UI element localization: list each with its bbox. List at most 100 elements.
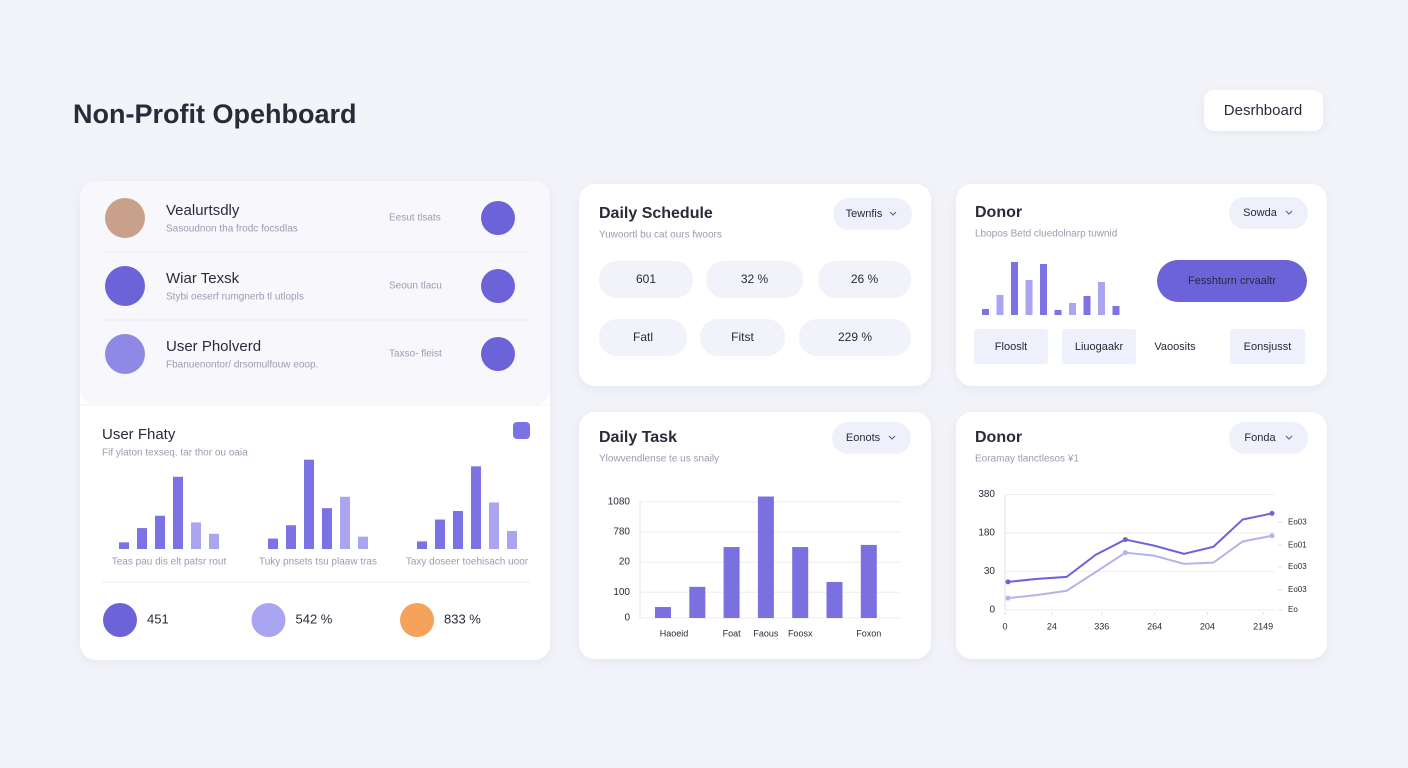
bar (155, 515, 165, 549)
dropdown[interactable] (1229, 422, 1308, 454)
primary-button[interactable] (1157, 260, 1307, 302)
x-tick-label: Faous (753, 628, 779, 638)
bar (689, 586, 706, 618)
item-action[interactable] (481, 269, 515, 303)
item-action[interactable] (481, 201, 515, 235)
bar (1054, 310, 1062, 315)
chip (799, 319, 911, 356)
x-tick-label: 204 (1200, 621, 1215, 631)
x-tick-label: Foosx (788, 628, 813, 638)
bar (655, 607, 671, 618)
line-series (1007, 512, 1273, 583)
chevron (1285, 435, 1293, 440)
tag[interactable] (1062, 329, 1136, 364)
chip-label: Fitst (731, 330, 754, 344)
avatar (105, 334, 145, 374)
chart-caption: Teas pau dis elt patsr rout (112, 557, 227, 568)
chart-caption: Taxy doseer toehisach uoor (406, 557, 529, 568)
card-subtitle: Yuwoortl bu cat ours fwoors (599, 230, 722, 241)
button-label: Fesshturn crvaaltr (1188, 275, 1276, 287)
dropdown[interactable] (833, 198, 912, 230)
bar (322, 508, 332, 549)
header-button-label: Desrhboard (1224, 102, 1302, 119)
stat-value: 833 % (444, 611, 481, 626)
y2-tick-label: Eo03 (1288, 585, 1307, 594)
task-card (579, 412, 931, 659)
point (1269, 533, 1275, 539)
avatar (105, 198, 145, 238)
point (1005, 595, 1011, 601)
bar (340, 496, 350, 549)
tag-label: Liuogaakr (1075, 341, 1124, 353)
card-subtitle: Lbopos Betd cluedolnarp tuwnid (975, 229, 1117, 240)
bar (173, 476, 183, 549)
chevron (889, 211, 897, 216)
item-action[interactable] (481, 337, 515, 371)
y-tick-label: 100 (613, 587, 630, 598)
dropdown[interactable] (1229, 197, 1308, 229)
bar (119, 542, 129, 549)
bar (191, 522, 201, 549)
y-tick-label: 1080 (608, 497, 631, 508)
chip (599, 261, 693, 298)
y-tick-label: 180 (978, 528, 995, 539)
header-button[interactable] (1204, 90, 1323, 131)
bar (304, 459, 314, 549)
dropdown-label: Tewnfis (846, 208, 883, 220)
tag-label: Flooslt (995, 341, 1027, 353)
bar (982, 309, 989, 315)
edit-icon[interactable] (513, 422, 530, 439)
stat-icon (400, 603, 434, 637)
chip (818, 261, 911, 298)
point (1122, 537, 1128, 543)
bar (358, 536, 368, 549)
bar (792, 547, 809, 618)
bar (286, 525, 296, 549)
y2-tick-label: Eo01 (1288, 540, 1307, 549)
item-title: User Pholverd (166, 338, 261, 355)
donor-trend-card (956, 412, 1327, 659)
bar (757, 496, 774, 618)
title: Non-Profit Opehboard (73, 99, 356, 129)
chevron (888, 435, 896, 440)
card-title: Donor (975, 204, 1022, 221)
tag[interactable] (974, 329, 1048, 364)
dropdown[interactable] (832, 422, 911, 454)
point (1005, 579, 1011, 585)
item-subtitle: Fbanuenontor/ drsomulfouw eoop. (166, 360, 318, 371)
bar (417, 541, 427, 549)
bar (1083, 296, 1091, 315)
item-title: Wiar Texsk (166, 270, 240, 287)
item-meta: Eesut tlsats (389, 213, 441, 224)
bar (723, 547, 740, 618)
tag-label: Vaoosits (1154, 341, 1196, 353)
x-tick-label: 2149 (1253, 621, 1273, 631)
x-tick-label: 336 (1094, 621, 1109, 631)
bar (453, 511, 463, 549)
bar (996, 295, 1004, 315)
bar (137, 528, 147, 549)
card-title: Daily Task (599, 429, 677, 446)
item-subtitle: Sasoudnon tha frodc focsdlas (166, 224, 298, 235)
x-tick-label: Foxon (856, 628, 881, 638)
bar (507, 530, 517, 549)
stat-value: 542 % (296, 611, 333, 626)
tag[interactable] (1230, 329, 1305, 364)
chip-label: Fatl (633, 330, 653, 344)
people-panel (80, 181, 550, 405)
y2-tick-label: Eo03 (1288, 562, 1307, 571)
bar (1025, 280, 1033, 315)
chip (700, 319, 785, 356)
stat-value: 451 (147, 611, 169, 626)
line-series (1007, 534, 1273, 600)
bar (1112, 306, 1120, 315)
item-subtitle: Stybi oeserf rumgnerb tl utlopls (166, 292, 304, 303)
section-title: User Fhaty (102, 426, 176, 443)
bar (489, 502, 499, 549)
tag-label: Eonsjusst (1244, 341, 1292, 353)
card-title: Daily Schedule (599, 205, 713, 222)
y-tick-label: 0 (989, 605, 995, 616)
x-tick-label: Haoeid (660, 628, 689, 638)
